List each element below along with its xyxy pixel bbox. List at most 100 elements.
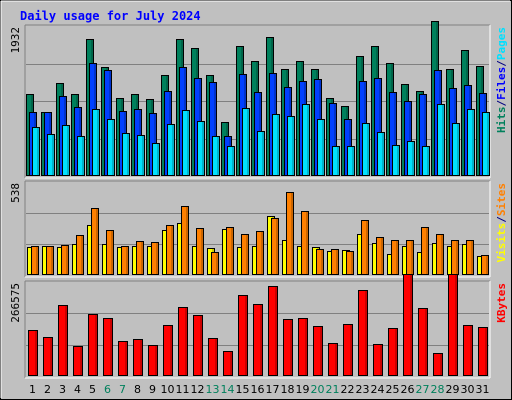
bar-kbytes-day-14 [223, 351, 233, 376]
legend-entry: Hits [495, 107, 508, 134]
x-tick-label-day-7: 7 [119, 383, 126, 396]
panel-kbytes: 266575 KBytes [9, 274, 508, 379]
bar-kbytes-day-21 [328, 343, 338, 376]
bar-kbytes-day-8 [133, 339, 143, 376]
bar-pages-day-15 [242, 108, 250, 176]
bar-kbytes-day-15 [238, 295, 248, 376]
x-tick-label-day-16: 16 [251, 383, 265, 396]
x-tick-label-day-6: 6 [104, 383, 111, 396]
bar-kbytes-day-23 [358, 290, 368, 376]
chart-title: Daily usage for July 2024 [20, 9, 201, 23]
bar-pages-day-16 [257, 131, 265, 176]
legend-entry: Files [495, 67, 508, 100]
bar-kbytes-day-12 [193, 315, 203, 376]
bar-kbytes-day-30 [463, 325, 473, 376]
x-tick-label-day-14: 14 [221, 383, 235, 396]
bar-pages-day-1 [32, 127, 40, 176]
bar-kbytes-day-22 [343, 324, 353, 376]
bar-kbytes-day-7 [118, 341, 128, 376]
bar-pages-day-31 [482, 112, 490, 176]
x-tick-label-day-20: 20 [311, 383, 325, 396]
bar-kbytes-day-1 [28, 330, 38, 376]
legend-entry: Sites [495, 183, 508, 216]
bar-sites-day-4 [76, 235, 84, 275]
bar-pages-day-11 [182, 110, 190, 176]
bar-sites-day-20 [316, 249, 324, 275]
bar-sites-day-24 [376, 237, 384, 275]
bar-sites-day-10 [166, 225, 174, 275]
x-tick-label-day-18: 18 [281, 383, 295, 396]
bar-pages-day-9 [152, 143, 160, 176]
bar-sites-day-27 [421, 227, 429, 275]
bar-pages-day-18 [287, 116, 295, 176]
bar-pages-day-24 [377, 132, 385, 176]
x-tick-label-day-11: 11 [176, 383, 190, 396]
x-tick-label-day-8: 8 [134, 383, 141, 396]
bar-kbytes-day-13 [208, 338, 218, 376]
legend-entry: Pages [495, 27, 508, 60]
panel-max-label: 538 [9, 183, 22, 203]
legend-entry: / [495, 60, 508, 67]
bar-sites-day-31 [481, 255, 489, 275]
x-tick-label-day-2: 2 [44, 383, 51, 396]
legend-entry: / [495, 100, 508, 107]
bar-pages-day-12 [197, 121, 205, 176]
legend-entry: Visits [495, 223, 508, 263]
bar-pages-day-21 [332, 146, 340, 176]
bar-kbytes-day-3 [58, 305, 68, 376]
bar-kbytes-day-25 [388, 328, 398, 376]
x-tick-label-day-22: 22 [341, 383, 355, 396]
bar-kbytes-day-4 [73, 346, 83, 376]
bar-pages-day-29 [452, 123, 460, 176]
series-pages [32, 104, 490, 176]
bar-sites-day-3 [61, 245, 69, 275]
x-tick-label-day-31: 31 [476, 383, 490, 396]
x-tick-label-day-24: 24 [371, 383, 385, 396]
bar-sites-day-22 [346, 251, 354, 275]
panel-visits-sites: 538 Visits/Sites [9, 180, 508, 278]
bar-pages-day-28 [437, 104, 445, 176]
bar-sites-day-12 [196, 228, 204, 275]
bar-kbytes-day-9 [148, 345, 158, 376]
bar-pages-day-23 [362, 123, 370, 176]
x-tick-label-day-17: 17 [266, 383, 280, 396]
x-tick-label-day-25: 25 [386, 383, 400, 396]
x-tick-label-day-15: 15 [236, 383, 250, 396]
bar-sites-day-21 [331, 249, 339, 275]
bar-sites-day-15 [241, 234, 249, 275]
bar-pages-day-14 [227, 146, 235, 176]
series-kbytes [28, 274, 488, 376]
bar-pages-day-13 [212, 136, 220, 176]
bar-sites-day-23 [361, 220, 369, 275]
bar-kbytes-day-2 [43, 337, 53, 376]
x-tick-label-day-9: 9 [149, 383, 156, 396]
x-tick-label-day-5: 5 [89, 383, 96, 396]
bar-pages-day-26 [407, 141, 415, 176]
bar-sites-day-19 [301, 211, 309, 275]
bar-kbytes-day-28 [433, 353, 443, 376]
bar-kbytes-day-27 [418, 308, 428, 376]
x-axis-labels: 1 2 3 4 5 6 7 8 9 10 11 12 13 14 15 16 17 18 19 20 21 22 23 24 2… [29, 383, 490, 396]
bar-pages-day-20 [317, 119, 325, 176]
x-tick-label-day-12: 12 [191, 383, 205, 396]
x-tick-label-day-19: 19 [296, 383, 310, 396]
bar-pages-day-7 [122, 133, 130, 176]
bar-sites-day-11 [181, 206, 189, 275]
x-tick-label-day-13: 13 [206, 383, 220, 396]
bar-kbytes-day-19 [298, 318, 308, 376]
bar-pages-day-5 [92, 109, 100, 176]
x-tick-label-day-3: 3 [59, 383, 66, 396]
panel-legend: KBytes [495, 283, 508, 323]
bar-pages-day-30 [467, 109, 475, 176]
bar-sites-day-30 [466, 240, 474, 275]
bar-sites-day-16 [256, 231, 264, 275]
series-sites [31, 192, 489, 275]
bar-pages-day-4 [77, 136, 85, 176]
bar-kbytes-day-26 [403, 274, 413, 376]
bar-sites-day-18 [286, 192, 294, 275]
bar-pages-day-3 [62, 125, 70, 176]
legend-entry: KBytes [495, 283, 508, 323]
